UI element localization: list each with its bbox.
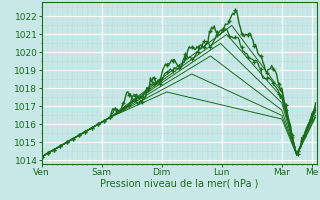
X-axis label: Pression niveau de la mer( hPa ): Pression niveau de la mer( hPa ) bbox=[100, 179, 258, 189]
